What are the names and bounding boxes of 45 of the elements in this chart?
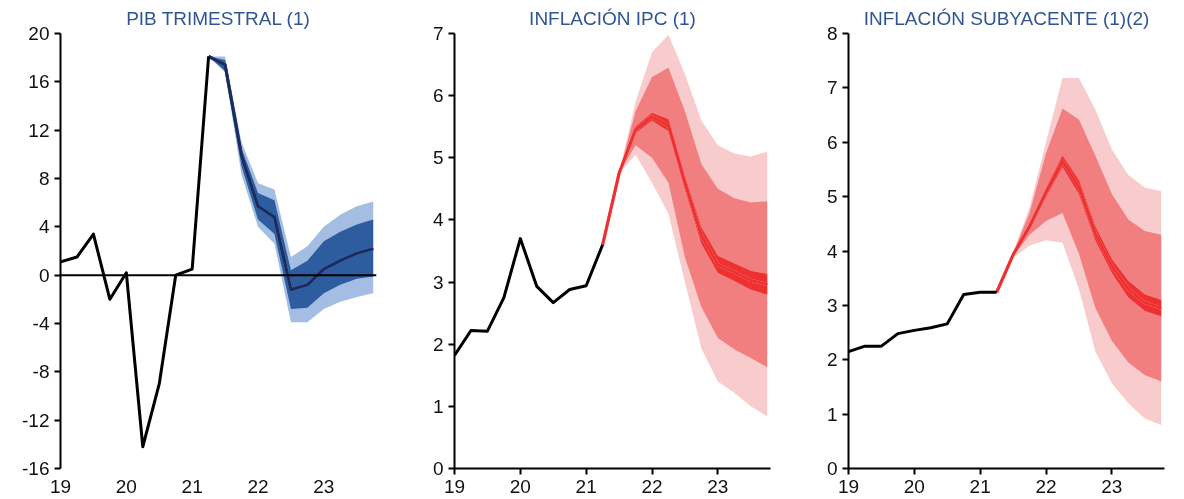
y-tick-label: 20 bbox=[28, 23, 50, 44]
y-tick-label: 8 bbox=[826, 23, 838, 44]
y-tick-label: -4 bbox=[32, 313, 50, 334]
y-tick-label: 7 bbox=[826, 77, 838, 99]
y-tick-label: 3 bbox=[826, 294, 838, 316]
y-tick-label: 4 bbox=[826, 240, 838, 262]
chart-title: INFLACIÓN IPC (1) bbox=[529, 7, 696, 29]
x-tick-label: 22 bbox=[641, 475, 663, 497]
y-tick-label: -12 bbox=[22, 409, 50, 431]
y-tick-label: 1 bbox=[432, 395, 444, 417]
y-tick-label: -8 bbox=[32, 361, 50, 383]
y-tick-label: 2 bbox=[826, 349, 838, 371]
y-tick-label: 4 bbox=[432, 209, 444, 231]
x-tick-label: 20 bbox=[509, 475, 531, 497]
y-tick-label: -16 bbox=[22, 458, 50, 479]
chart-title: INFLACIÓN SUBYACENTE (1)(2) bbox=[863, 7, 1150, 29]
y-tick-label: 16 bbox=[28, 71, 50, 93]
x-tick-label: 23 bbox=[313, 475, 335, 497]
y-tick-label: 0 bbox=[432, 458, 444, 479]
x-tick-label: 20 bbox=[903, 475, 925, 497]
y-tick-label: 3 bbox=[432, 271, 444, 293]
x-tick-label: 23 bbox=[1101, 475, 1123, 497]
chart-title: PIB TRIMESTRAL (1) bbox=[126, 7, 310, 29]
y-tick-label: 1 bbox=[826, 403, 838, 425]
x-tick-label: 22 bbox=[1035, 475, 1057, 497]
x-tick-label: 19 bbox=[443, 475, 466, 497]
y-tick-label: 12 bbox=[28, 119, 50, 141]
x-tick-label: 19 bbox=[837, 475, 860, 497]
x-tick-label: 21 bbox=[181, 475, 203, 497]
y-tick-label: 5 bbox=[432, 147, 444, 169]
x-tick-label: 21 bbox=[969, 475, 991, 497]
y-tick-label: 7 bbox=[432, 23, 444, 44]
x-tick-label: 22 bbox=[247, 475, 269, 497]
y-tick-label: 4 bbox=[38, 216, 50, 238]
y-tick-label: 2 bbox=[432, 333, 444, 355]
y-tick-label: 0 bbox=[38, 264, 50, 286]
x-tick-label: 19 bbox=[49, 475, 72, 497]
y-tick-label: 6 bbox=[826, 131, 838, 153]
x-tick-label: 23 bbox=[707, 475, 729, 497]
x-tick-label: 21 bbox=[575, 475, 597, 497]
y-tick-label: 6 bbox=[432, 85, 444, 107]
y-tick-label: 0 bbox=[826, 458, 838, 479]
y-tick-label: 5 bbox=[826, 186, 838, 208]
x-tick-label: 20 bbox=[115, 475, 137, 497]
y-tick-label: 8 bbox=[38, 168, 50, 189]
